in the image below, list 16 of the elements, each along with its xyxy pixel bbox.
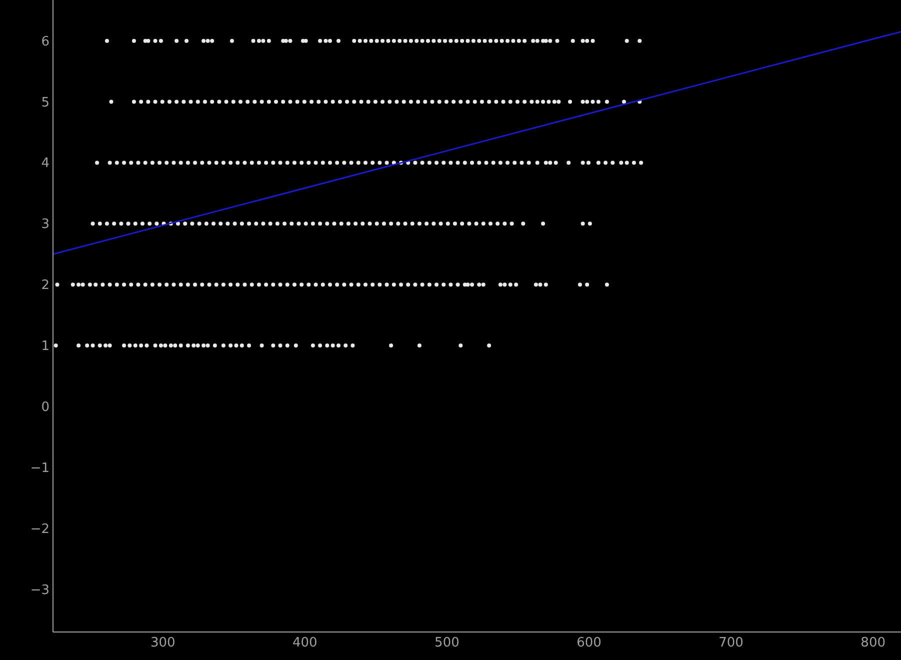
y-tick-label: 1 <box>41 339 50 354</box>
x-tick-label: 600 <box>576 636 602 650</box>
x-tick-label: 700 <box>718 636 744 650</box>
x-tick-label: 800 <box>860 636 886 650</box>
y-tick-label: 3 <box>41 217 50 232</box>
y-tick-label: −2 <box>30 522 50 537</box>
y-tick-label: 0 <box>41 400 50 416</box>
y-tick-label: 2 <box>41 278 50 294</box>
y-tick-label: −1 <box>30 460 50 476</box>
x-tick-label: 500 <box>434 636 460 650</box>
x-tick-label: 300 <box>150 636 176 650</box>
y-tick-label: 6 <box>41 34 50 50</box>
y-tick-label: 5 <box>41 95 50 110</box>
y-tick-label: −3 <box>30 582 50 598</box>
y-tick-label: 4 <box>41 156 50 172</box>
x-tick-label: 400 <box>292 636 318 650</box>
